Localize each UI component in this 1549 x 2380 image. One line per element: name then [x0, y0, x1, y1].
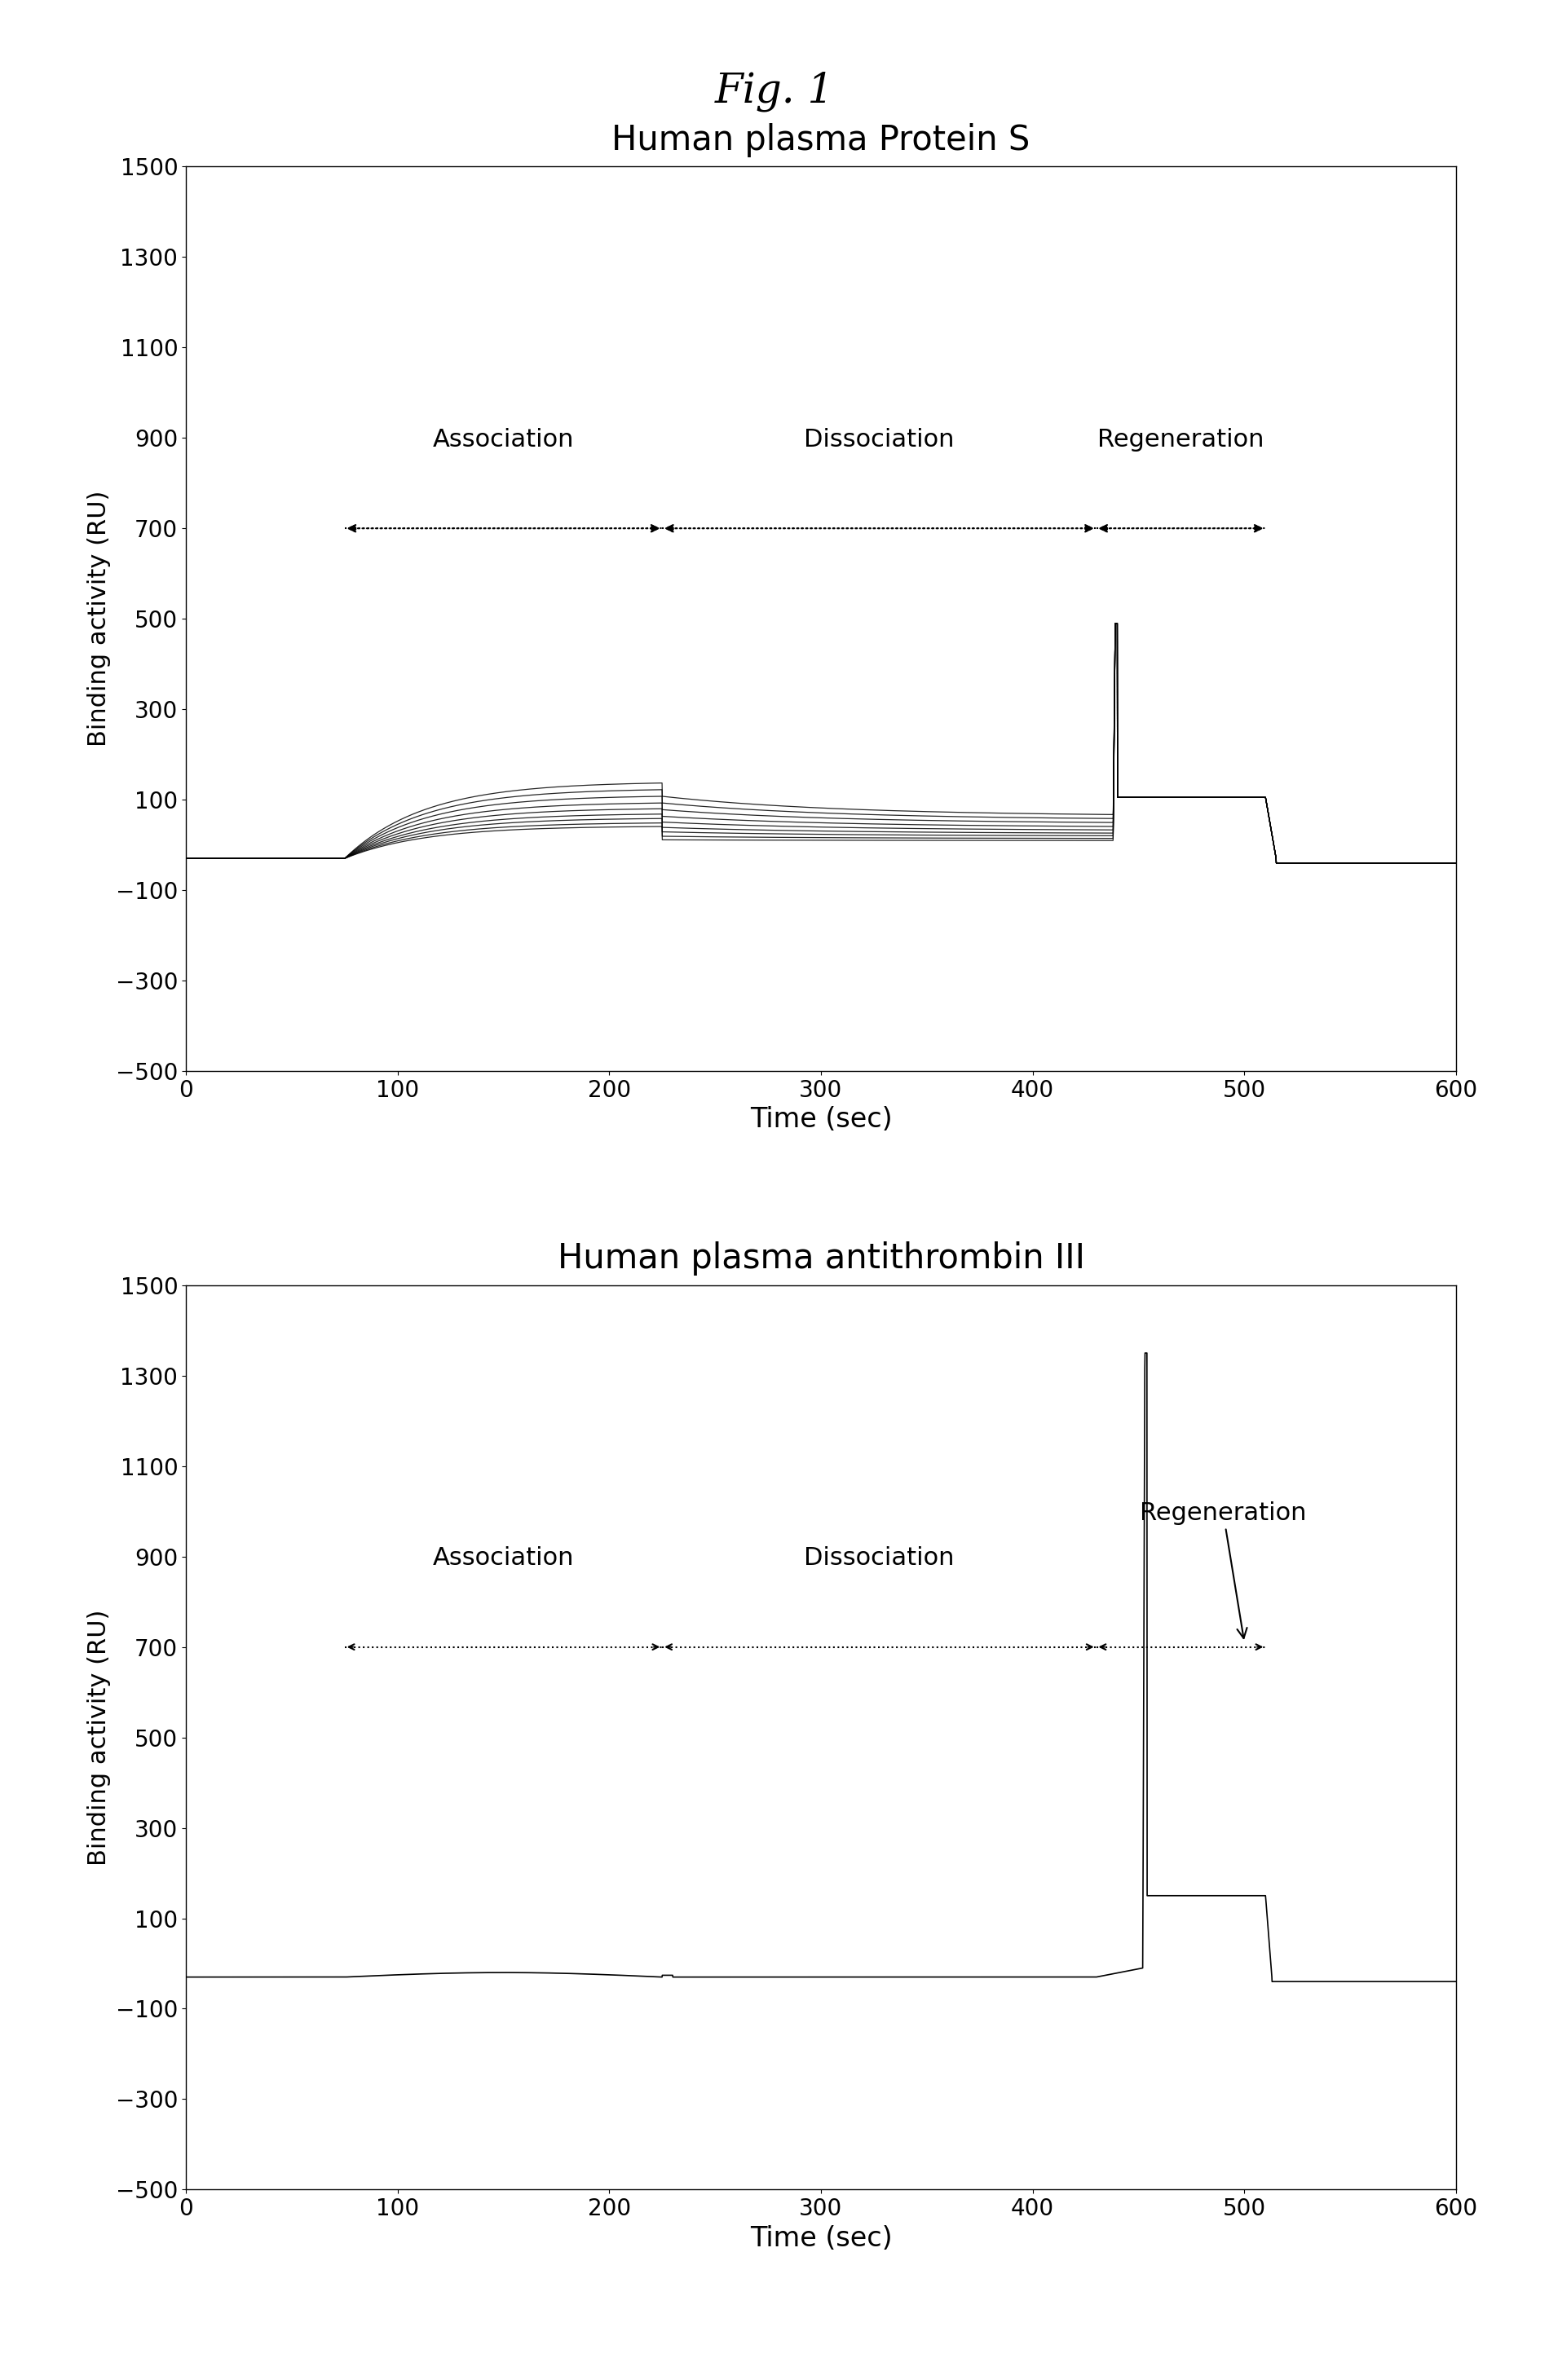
X-axis label: Time (sec): Time (sec) — [750, 1107, 892, 1133]
Text: Regeneration: Regeneration — [1098, 428, 1264, 452]
Text: Association: Association — [432, 428, 575, 452]
Text: Association: Association — [432, 1547, 575, 1571]
Text: Fig. 1: Fig. 1 — [714, 71, 835, 112]
Y-axis label: Binding activity (RU): Binding activity (RU) — [87, 1609, 112, 1866]
Title: Human plasma Protein S: Human plasma Protein S — [612, 124, 1030, 157]
X-axis label: Time (sec): Time (sec) — [750, 2225, 892, 2251]
Y-axis label: Binding activity (RU): Binding activity (RU) — [87, 490, 112, 747]
Title: Human plasma antithrombin III: Human plasma antithrombin III — [558, 1242, 1084, 1276]
Text: Dissociation: Dissociation — [804, 428, 954, 452]
Text: Dissociation: Dissociation — [804, 1547, 954, 1571]
Text: Regeneration: Regeneration — [1140, 1502, 1306, 1637]
